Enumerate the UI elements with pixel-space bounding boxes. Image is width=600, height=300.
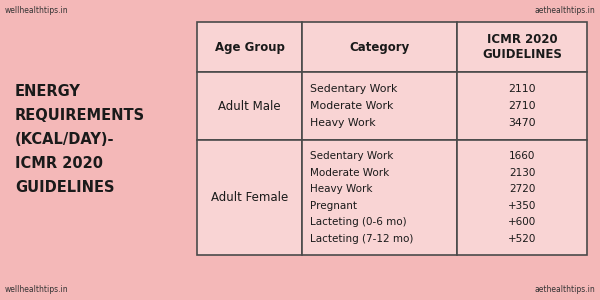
Text: Sedentary Work: Sedentary Work	[310, 152, 394, 161]
Text: 2110: 2110	[508, 84, 536, 94]
Bar	[197, 140, 302, 255]
Text: Category: Category	[349, 40, 410, 53]
Text: +350: +350	[508, 201, 536, 211]
Text: Pregnant: Pregnant	[310, 201, 357, 211]
Bar	[457, 140, 587, 255]
Text: ENERGY
REQUIREMENTS
(KCAL/DAY)-
ICMR 2020
GUIDELINES: ENERGY REQUIREMENTS (KCAL/DAY)- ICMR 202…	[15, 85, 145, 196]
Text: wellhealthtips.in: wellhealthtips.in	[5, 285, 68, 294]
Text: aethealthtips.in: aethealthtips.in	[534, 6, 595, 15]
Bar	[302, 140, 457, 255]
Bar	[457, 22, 587, 72]
Text: ICMR 2020
GUIDELINES: ICMR 2020 GUIDELINES	[482, 33, 562, 61]
Text: 2720: 2720	[509, 184, 535, 194]
Text: Adult Female: Adult Female	[211, 191, 288, 204]
Text: 2130: 2130	[509, 168, 535, 178]
Text: +600: +600	[508, 217, 536, 227]
Text: Age Group: Age Group	[215, 40, 284, 53]
Text: Moderate Work: Moderate Work	[310, 101, 394, 111]
Bar	[197, 72, 302, 140]
Text: Moderate Work: Moderate Work	[310, 168, 389, 178]
Text: 1660: 1660	[509, 152, 535, 161]
Text: +520: +520	[508, 234, 536, 244]
Text: Heavy Work: Heavy Work	[310, 118, 376, 128]
Text: Lacteting (7-12 mo): Lacteting (7-12 mo)	[310, 234, 413, 244]
Text: Sedentary Work: Sedentary Work	[310, 84, 397, 94]
Bar	[197, 22, 302, 72]
Text: Adult Male: Adult Male	[218, 100, 281, 112]
Text: 2710: 2710	[508, 101, 536, 111]
Bar	[457, 72, 587, 140]
Text: Lacteting (0-6 mo): Lacteting (0-6 mo)	[310, 217, 407, 227]
Text: 3470: 3470	[508, 118, 536, 128]
Text: aethealthtips.in: aethealthtips.in	[534, 285, 595, 294]
Bar	[302, 22, 457, 72]
Text: Heavy Work: Heavy Work	[310, 184, 373, 194]
Bar	[302, 72, 457, 140]
Text: wellhealthtips.in: wellhealthtips.in	[5, 6, 68, 15]
